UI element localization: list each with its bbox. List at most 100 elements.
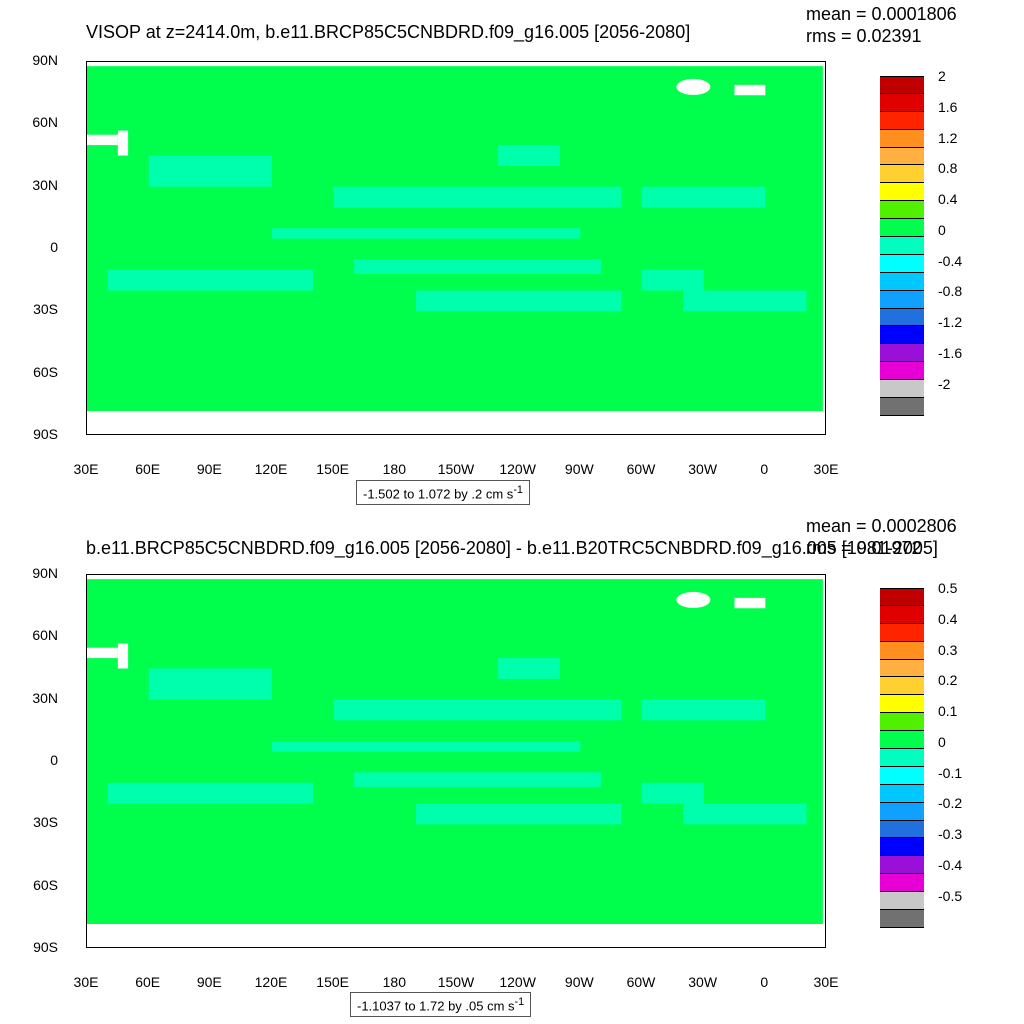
colorbar-label: -0.8 [938,283,963,300]
colorbar-segment [880,290,924,309]
x-tick-label: 60W [626,974,656,990]
colorbar [880,588,924,928]
y-tick-label: 60N [32,627,58,644]
y-tick-label: 30S [33,814,58,831]
x-tick-label: 30E [813,461,839,477]
x-tick-label: 120E [254,461,288,477]
contour-range-label: -1.1037 to 1.72 by .05 cm s-1 [350,992,532,1018]
x-tick-label: 30E [73,461,99,477]
land-mask [117,643,129,669]
colorbar-segment [880,623,924,642]
colorbar [880,76,924,416]
y-tick-label: 0 [50,752,58,768]
colorbar-label: 2 [938,68,946,84]
negative-anomaly-band [272,228,581,239]
negative-anomaly-band [683,803,807,825]
x-tick-label: 90E [196,974,222,990]
colorbar-label: -0.5 [938,887,963,904]
colorbar-label: 0.5 [938,580,958,596]
colorbar-segment [880,272,924,291]
x-tick-label: 180 [382,461,406,477]
x-tick-label: 30E [813,974,839,990]
colorbar-label: 0.4 [938,610,958,627]
y-tick-label: 30S [33,301,58,318]
colorbar-segment [880,147,924,166]
colorbar-segment [880,784,924,803]
colorbar-segment [880,856,924,875]
colorbar-segment [880,731,924,750]
rms-value: rms = 0.02391 [806,26,922,46]
x-tick-label: 60E [135,461,161,477]
land-mask [87,924,825,947]
colorbar-label: -0.3 [938,826,963,843]
colorbar-label: 0.8 [938,160,958,177]
colorbar-segment [880,695,924,714]
negative-anomaly-band [333,186,622,208]
colorbar-segment [880,820,924,839]
colorbar-segment [880,326,924,345]
colorbar-segment [880,129,924,148]
negative-anomaly-band [498,658,560,679]
x-tick-label: 150W [437,461,475,477]
colorbar-segment [880,76,924,94]
colorbar-label: -1.6 [938,345,963,361]
colorbar-label: -0.2 [938,795,963,812]
colorbar-label: 0.4 [938,191,958,208]
chart-title: VISOP at z=2414.0m, b.e11.BRCP85C5CNBDRD… [86,22,691,42]
negative-anomaly-band [415,290,622,312]
mean-value: mean = 0.0002806 [806,516,957,536]
ocean-field-map [87,66,825,434]
contour-range-label: -1.502 to 1.072 by .2 cm s-1 [356,480,530,506]
x-tick-label: 60E [135,974,161,990]
negative-anomaly-band [683,290,807,312]
colorbar-segment [880,380,924,399]
colorbar-segment [880,219,924,238]
ocean-field-map [87,579,825,947]
x-tick-label: 90E [196,461,222,477]
y-tick-label: 90N [32,52,58,68]
negative-anomaly-band [642,269,704,291]
colorbar-segment [880,111,924,130]
land-mask [87,411,825,434]
negative-anomaly-band [498,145,560,166]
x-tick-label: 180 [382,974,406,990]
negative-anomaly-band [642,699,766,721]
x-tick-label: 150E [316,461,349,477]
colorbar-segment [880,254,924,273]
y-tick-label: 90S [33,426,58,442]
land-mask [676,591,711,608]
y-tick-label: 0 [50,239,58,255]
colorbar-label: 1.2 [938,129,958,146]
mean-value: mean = 0.0001806 [806,4,957,24]
x-tick-label: 30E [73,974,99,990]
top-chart-panel: VISOP at z=2414.0m, b.e11.BRCP85C5CNBDRD… [32,4,963,506]
x-tick-label: 30W [688,974,718,990]
x-tick-label: 150E [316,974,349,990]
negative-anomaly-band [354,772,601,787]
range-superscript: -1 [514,996,525,1008]
negative-anomaly-band [415,803,622,825]
colorbar-label: -0.1 [938,764,963,781]
colorbar-segment [880,892,924,911]
negative-anomaly-band [148,668,272,700]
x-tick-label: 90W [564,974,594,990]
bottom-chart-panel: b.e11.BRCP85C5CNBDRD.f09_g16.005 [2056-2… [0,512,1024,1024]
colorbar-segment [880,749,924,767]
land-mask [87,647,118,659]
colorbar-segment [880,766,924,785]
colorbar-segment [880,183,924,202]
rms-value: rms = 0.01972 [806,538,922,558]
colorbar-label: 0.3 [938,641,958,658]
negative-anomaly-band [333,699,622,721]
x-tick-label: 120W [499,974,536,990]
colorbar-segment [880,237,924,255]
colorbar-label: -1.2 [938,314,963,331]
colorbar-label: -0.4 [938,252,963,269]
colorbar-label: -0.4 [938,857,963,873]
colorbar-segment [880,93,924,112]
colorbar-segment [880,802,924,821]
y-tick-label: 60S [33,363,58,380]
colorbar-label: 0 [938,221,946,238]
colorbar-segment [880,588,924,606]
colorbar-segment [880,641,924,660]
